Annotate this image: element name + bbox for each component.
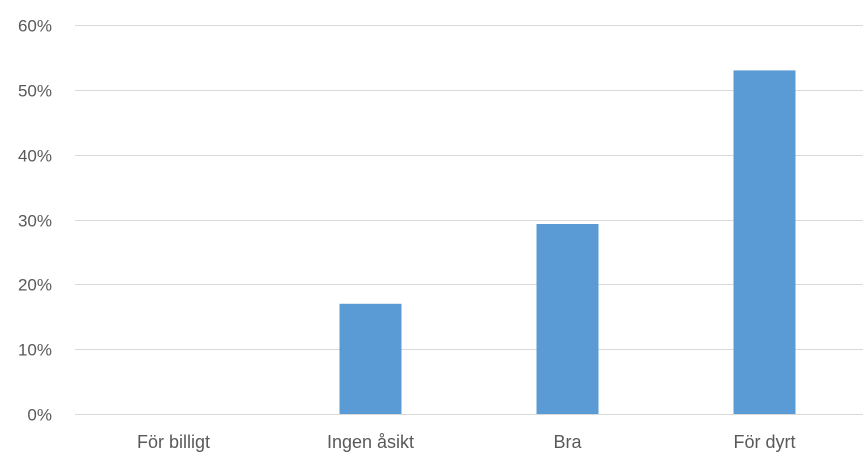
x-category-label: För dyrt [733, 432, 795, 452]
x-category-label: Ingen åsikt [327, 432, 414, 452]
y-tick-label: 30% [18, 212, 52, 231]
bar [733, 70, 796, 415]
x-category-label: För billigt [137, 432, 210, 452]
x-category-label: Bra [553, 432, 582, 452]
y-tick-label: 0% [27, 406, 52, 425]
y-axis-tick-labels: 0% 10% 20% 30% 40% 50% 60% [18, 17, 52, 425]
x-axis-category-labels: För billigt Ingen åsikt Bra För dyrt [137, 432, 796, 452]
bar [339, 303, 402, 414]
gridlines [75, 25, 863, 415]
y-tick-label: 40% [18, 147, 52, 166]
y-tick-label: 20% [18, 276, 52, 295]
bar [536, 224, 599, 414]
bars [339, 70, 796, 415]
y-tick-label: 50% [18, 82, 52, 101]
y-tick-label: 10% [18, 341, 52, 360]
y-tick-label: 60% [18, 17, 52, 36]
